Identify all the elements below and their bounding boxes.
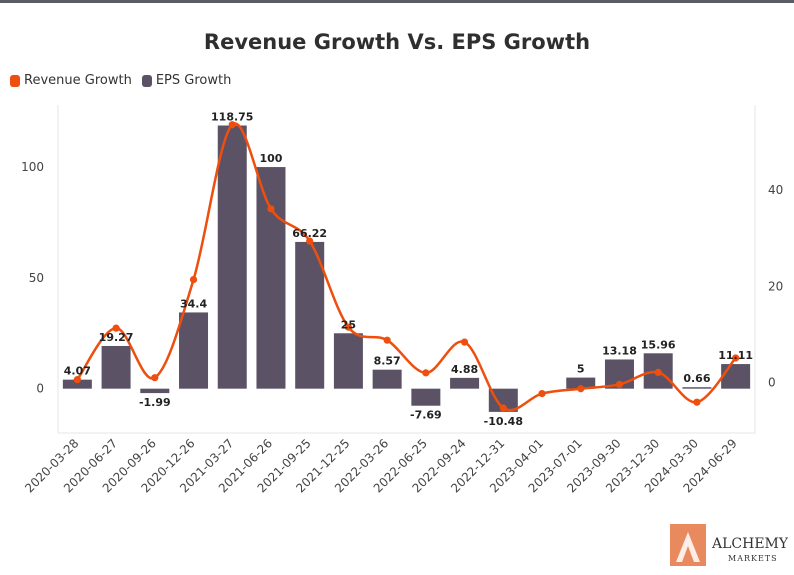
- revenue-point: [422, 369, 430, 377]
- eps-data-label: 100: [259, 152, 282, 165]
- revenue-point: [73, 376, 81, 384]
- eps-bar: [682, 387, 712, 389]
- eps-bar: [450, 377, 480, 389]
- legend-swatch-revenue: [10, 74, 20, 87]
- brand-logo: ALCHEMY MARKETS: [670, 524, 788, 566]
- revenue-point: [112, 324, 120, 332]
- eps-data-label: 13.18: [602, 344, 637, 357]
- eps-data-label: 8.57: [374, 355, 401, 368]
- revenue-point: [460, 338, 469, 346]
- revenue-point: [615, 380, 624, 389]
- eps-data-label: 4.07: [64, 365, 91, 378]
- eps-data-label: -7.69: [410, 409, 442, 422]
- revenue-point: [499, 404, 507, 412]
- eps-data-label: 19.27: [99, 331, 134, 344]
- eps-data-label: 0.66: [683, 372, 710, 385]
- revenue-point: [267, 205, 275, 213]
- revenue-line: [76, 122, 737, 412]
- eps-bar: [372, 369, 402, 389]
- revenue-point: [383, 336, 391, 344]
- revenue-point: [344, 323, 353, 331]
- eps-bar: [62, 379, 92, 389]
- revenue-point: [306, 237, 314, 245]
- brand-sub: MARKETS: [728, 554, 778, 563]
- legend-item-eps[interactable]: EPS Growth: [141, 73, 232, 88]
- chart-title: Revenue Growth Vs. EPS Growth: [203, 30, 591, 54]
- y-tick-right: 20: [768, 279, 783, 293]
- eps-data-label: 34.4: [180, 297, 207, 310]
- eps-data-label: 4.88: [451, 363, 478, 376]
- legend-swatch-eps: [141, 74, 152, 87]
- revenue-point: [228, 121, 236, 129]
- eps-data-label: 66.22: [292, 227, 327, 240]
- revenue-point: [732, 354, 740, 362]
- y-tick-right: 40: [768, 183, 783, 197]
- eps-data-label: 118.75: [211, 111, 253, 124]
- eps-data-label: 15.96: [641, 338, 676, 351]
- eps-bar: [256, 167, 286, 389]
- eps-data-label: -1.99: [139, 396, 171, 409]
- eps-data-label: 25: [341, 318, 356, 331]
- revenue-point: [538, 389, 546, 398]
- legend-label-eps: EPS Growth: [155, 73, 232, 88]
- y-tick-left: 100: [21, 160, 44, 174]
- eps-bar: [566, 377, 596, 389]
- chart-legend: Revenue Growth EPS Growth: [10, 73, 241, 88]
- eps-bar: [333, 333, 363, 389]
- revenue-point: [577, 385, 585, 393]
- eps-bar: [217, 125, 247, 389]
- revenue-point: [151, 374, 159, 382]
- eps-bar: [101, 345, 131, 389]
- revenue-point: [654, 368, 662, 377]
- eps-bar: [140, 388, 170, 394]
- eps-data-label: 11.11: [718, 349, 753, 362]
- y-tick-right: 0: [768, 376, 776, 390]
- top-bar: [0, 0, 794, 3]
- y-tick-left: 50: [29, 271, 44, 285]
- eps-data-label: 5: [577, 363, 585, 376]
- eps-bar: [411, 388, 441, 406]
- brand-name: ALCHEMY: [711, 536, 788, 552]
- legend-item-revenue[interactable]: Revenue Growth: [10, 73, 132, 88]
- eps-data-label: -10.48: [484, 415, 523, 428]
- eps-bar: [295, 241, 325, 389]
- legend-label-revenue: Revenue Growth: [24, 73, 132, 88]
- y-tick-left: 0: [36, 382, 44, 396]
- logo-flame-icon: [676, 532, 700, 562]
- eps-bar: [179, 312, 209, 389]
- eps-bar: [721, 364, 751, 389]
- eps-bar: [488, 388, 518, 412]
- revenue-point: [189, 275, 198, 284]
- revenue-point: [693, 398, 701, 406]
